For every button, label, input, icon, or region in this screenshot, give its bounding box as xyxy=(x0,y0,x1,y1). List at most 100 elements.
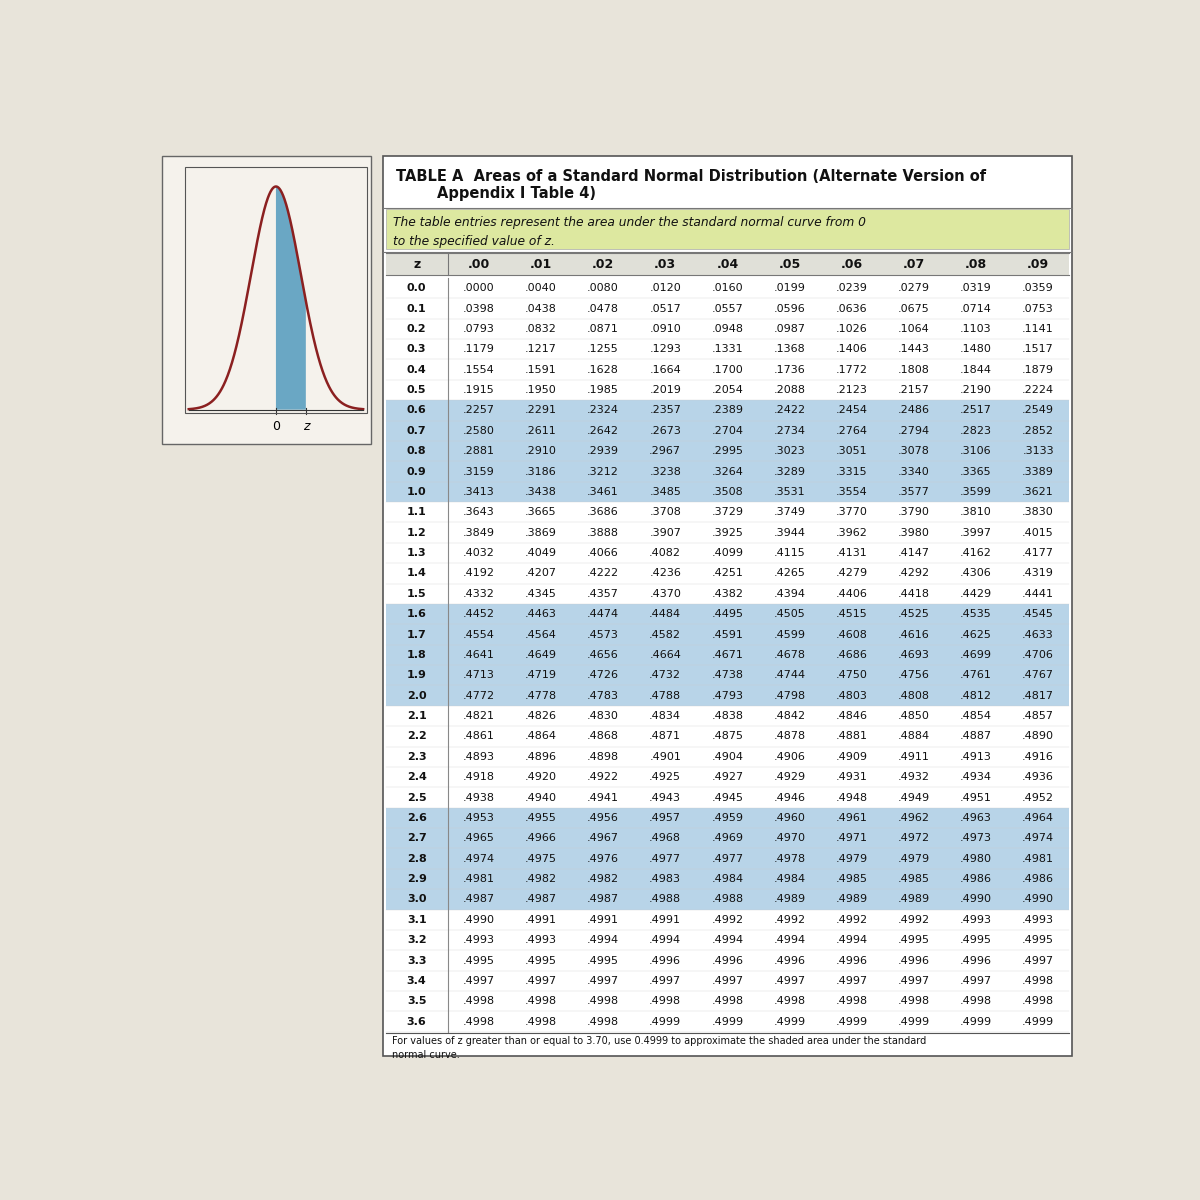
Text: .4998: .4998 xyxy=(463,996,494,1007)
Text: 2.1: 2.1 xyxy=(407,712,426,721)
Text: Appendix I Table 4): Appendix I Table 4) xyxy=(437,186,595,202)
Text: .4973: .4973 xyxy=(960,833,992,844)
Text: .4982: .4982 xyxy=(587,874,619,884)
Text: 0.3: 0.3 xyxy=(407,344,426,354)
Text: .4279: .4279 xyxy=(835,569,868,578)
Text: .4992: .4992 xyxy=(898,914,930,925)
Text: .4978: .4978 xyxy=(774,853,805,864)
Text: .3869: .3869 xyxy=(526,528,557,538)
Text: .4990: .4990 xyxy=(1022,894,1054,905)
Text: .4357: .4357 xyxy=(587,589,619,599)
Text: .01: .01 xyxy=(530,258,552,271)
Text: .1331: .1331 xyxy=(712,344,743,354)
Text: 0.7: 0.7 xyxy=(407,426,426,436)
Text: .4997: .4997 xyxy=(649,976,682,986)
Text: .4798: .4798 xyxy=(774,691,805,701)
Bar xyxy=(385,420,1069,440)
Text: .1406: .1406 xyxy=(835,344,868,354)
Text: .1255: .1255 xyxy=(587,344,619,354)
Text: 0.4: 0.4 xyxy=(407,365,426,374)
Text: .4945: .4945 xyxy=(712,792,743,803)
Text: .0438: .0438 xyxy=(526,304,557,313)
Text: .1217: .1217 xyxy=(526,344,557,354)
Text: .0675: .0675 xyxy=(898,304,930,313)
Text: .4222: .4222 xyxy=(587,569,619,578)
Text: 2.9: 2.9 xyxy=(407,874,427,884)
Text: .4994: .4994 xyxy=(835,935,868,946)
Text: .4956: .4956 xyxy=(587,812,619,823)
Text: .1844: .1844 xyxy=(960,365,992,374)
Text: .4936: .4936 xyxy=(1022,772,1054,782)
Text: .4099: .4099 xyxy=(712,548,743,558)
Text: .4996: .4996 xyxy=(835,955,868,966)
Text: 0.9: 0.9 xyxy=(407,467,426,476)
Text: .1103: .1103 xyxy=(960,324,991,334)
Text: .4998: .4998 xyxy=(960,996,992,1007)
Text: .4898: .4898 xyxy=(587,751,619,762)
Text: 1.4: 1.4 xyxy=(407,569,427,578)
Bar xyxy=(385,440,1069,461)
Text: .4756: .4756 xyxy=(898,671,930,680)
Text: .4147: .4147 xyxy=(898,548,930,558)
Text: .3997: .3997 xyxy=(960,528,992,538)
Text: .0478: .0478 xyxy=(587,304,619,313)
Text: .4996: .4996 xyxy=(712,955,743,966)
Text: .4893: .4893 xyxy=(463,751,494,762)
Text: .3389: .3389 xyxy=(1022,467,1054,476)
Text: 1.5: 1.5 xyxy=(407,589,426,599)
Text: .4641: .4641 xyxy=(463,650,494,660)
Text: .4207: .4207 xyxy=(524,569,557,578)
Text: .2454: .2454 xyxy=(835,406,868,415)
Text: 1.9: 1.9 xyxy=(407,671,427,680)
Text: .2611: .2611 xyxy=(526,426,557,436)
Text: .1554: .1554 xyxy=(463,365,494,374)
Text: 3.0: 3.0 xyxy=(407,894,426,905)
Text: .4986: .4986 xyxy=(1022,874,1054,884)
Text: 3.2: 3.2 xyxy=(407,935,426,946)
Text: .0199: .0199 xyxy=(774,283,805,293)
Text: .4884: .4884 xyxy=(898,731,930,742)
Text: .1443: .1443 xyxy=(898,344,930,354)
Text: .4032: .4032 xyxy=(463,548,494,558)
Text: .0517: .0517 xyxy=(649,304,682,313)
Text: .2704: .2704 xyxy=(712,426,743,436)
Text: .0636: .0636 xyxy=(836,304,868,313)
Text: .4995: .4995 xyxy=(463,955,494,966)
Text: .4994: .4994 xyxy=(587,935,619,946)
Text: .0000: .0000 xyxy=(463,283,494,293)
Text: .4162: .4162 xyxy=(960,548,992,558)
Text: .4997: .4997 xyxy=(835,976,868,986)
Bar xyxy=(385,848,1069,869)
Text: .3810: .3810 xyxy=(960,508,992,517)
Text: .4803: .4803 xyxy=(835,691,868,701)
Text: .4292: .4292 xyxy=(898,569,930,578)
Text: .08: .08 xyxy=(965,258,988,271)
Text: .4964: .4964 xyxy=(1022,812,1054,823)
Text: .4821: .4821 xyxy=(463,712,494,721)
Text: .4991: .4991 xyxy=(524,914,557,925)
Text: 1.7: 1.7 xyxy=(407,630,426,640)
Text: .4633: .4633 xyxy=(1022,630,1054,640)
Text: .0398: .0398 xyxy=(463,304,494,313)
Text: .4993: .4993 xyxy=(960,914,992,925)
Text: .1141: .1141 xyxy=(1022,324,1054,334)
Text: .4452: .4452 xyxy=(463,610,494,619)
Text: .4932: .4932 xyxy=(898,772,930,782)
Text: .4999: .4999 xyxy=(1022,1016,1054,1027)
Text: .4987: .4987 xyxy=(587,894,619,905)
Text: .4732: .4732 xyxy=(649,671,682,680)
Text: 1.8: 1.8 xyxy=(407,650,426,660)
Text: .1915: .1915 xyxy=(463,385,494,395)
Text: .3888: .3888 xyxy=(587,528,619,538)
Text: .4429: .4429 xyxy=(960,589,992,599)
Text: .3289: .3289 xyxy=(774,467,805,476)
Text: .3621: .3621 xyxy=(1022,487,1054,497)
Text: .1985: .1985 xyxy=(587,385,619,395)
Text: .4918: .4918 xyxy=(463,772,494,782)
Text: .1293: .1293 xyxy=(649,344,682,354)
Text: .4911: .4911 xyxy=(898,751,930,762)
Text: .4959: .4959 xyxy=(712,812,743,823)
Text: .1808: .1808 xyxy=(898,365,930,374)
Text: .4922: .4922 xyxy=(587,772,619,782)
Text: .1480: .1480 xyxy=(960,344,992,354)
